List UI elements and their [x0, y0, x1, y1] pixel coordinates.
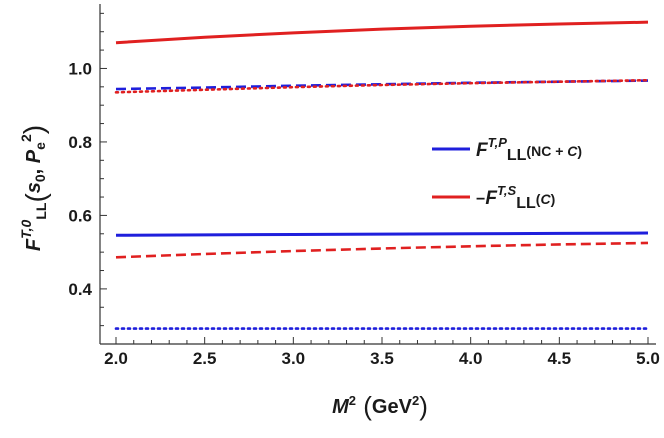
y-axis-label: FT,0LL(s0, Pe2) [18, 125, 51, 251]
series-line-3 [114, 78, 650, 94]
y-tick-label: 0.8 [68, 133, 92, 152]
x-tick-label: 2.5 [193, 349, 217, 368]
series-line-5 [115, 241, 649, 259]
series-line-4 [115, 231, 649, 237]
legend-label-2: −FT,SLL(C) [476, 183, 555, 212]
x-tick-label: 2.0 [104, 349, 128, 368]
legend-entry-2: −FT,SLL(C) [432, 183, 555, 212]
axes: 2.0 2.5 3.0 3.5 4.0 4.5 5.0 0.4 0.6 0.8 1.0 [68, 4, 660, 368]
x-tick-label: 3.0 [282, 349, 306, 368]
legend-entry-1: FT,PLL(NC + C) [432, 135, 582, 164]
x-tick-label: 4.0 [459, 349, 483, 368]
series-layer [114, 20, 650, 330]
legend: FT,PLL(NC + C) −FT,SLL(C) [432, 135, 582, 212]
y-tick-label: 0.6 [68, 206, 92, 225]
x-tick-label: 3.5 [370, 349, 394, 368]
x-tick-label: 4.5 [548, 349, 572, 368]
y-tick-label: 1.0 [68, 59, 92, 78]
x-axis-label: M2 (GeV2) [332, 391, 428, 421]
legend-label-1: FT,PLL(NC + C) [476, 135, 582, 164]
x-tick-label: 5.0 [636, 349, 660, 368]
y-tick-label: 0.4 [68, 280, 92, 299]
series-line-1 [115, 20, 649, 45]
